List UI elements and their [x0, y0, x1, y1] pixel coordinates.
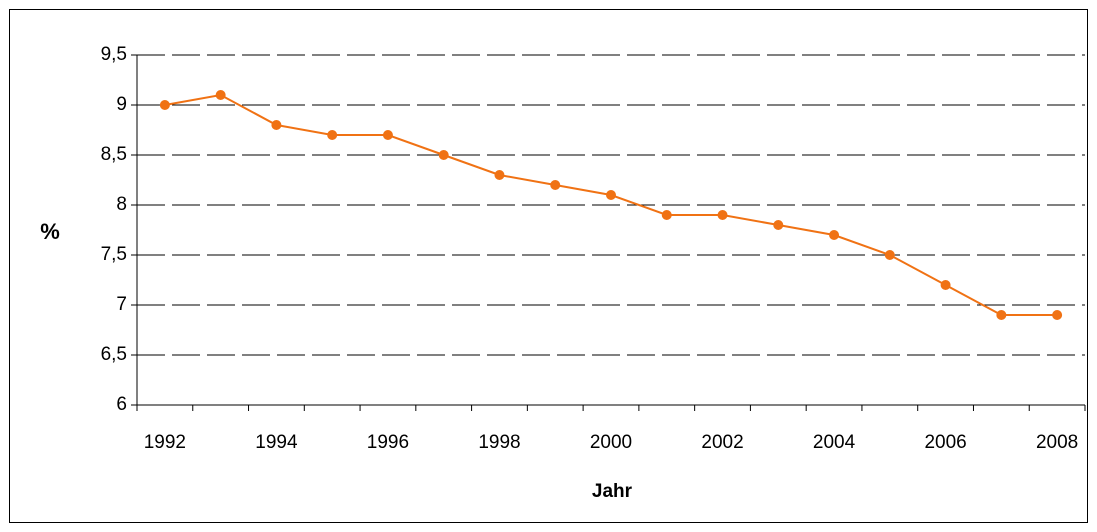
data-point	[661, 210, 672, 220]
data-point	[773, 220, 784, 230]
x-tick-label: 1992	[144, 432, 186, 453]
data-point	[884, 250, 895, 260]
x-tick-label: 2002	[701, 432, 743, 453]
y-tick-label: 8,5	[101, 144, 127, 165]
x-tick-label: 2000	[590, 432, 632, 453]
data-point	[550, 180, 561, 190]
data-point	[940, 280, 951, 290]
data-point	[271, 120, 282, 130]
x-tick-label: 1998	[478, 432, 520, 453]
x-axis-title: Jahr	[592, 481, 633, 502]
y-tick-label: 9	[116, 94, 127, 115]
data-point	[382, 130, 393, 140]
data-point	[829, 230, 840, 240]
data-point	[717, 210, 728, 220]
y-tick-label: 7	[116, 294, 127, 315]
y-tick-label: 9,5	[101, 44, 127, 65]
data-point	[438, 150, 449, 160]
data-point	[1052, 310, 1063, 320]
data-point	[606, 190, 616, 200]
data-point	[996, 310, 1007, 320]
x-tick-label: 2004	[813, 432, 856, 453]
x-tick-label: 1996	[367, 432, 409, 453]
y-tick-label: 6	[116, 394, 127, 415]
x-tick-label: 2006	[924, 432, 966, 453]
x-tick-label: 2008	[1036, 432, 1078, 453]
x-tick-label: 1994	[255, 432, 298, 453]
data-point	[159, 100, 170, 110]
y-tick-label: 8	[116, 194, 127, 215]
y-tick-label: 7,5	[101, 244, 127, 265]
data-point	[494, 170, 505, 180]
chart-border	[9, 9, 1088, 523]
y-axis-title: %	[40, 219, 60, 244]
data-point	[327, 130, 338, 140]
data-point	[215, 90, 226, 100]
y-tick-label: 6,5	[101, 344, 127, 365]
